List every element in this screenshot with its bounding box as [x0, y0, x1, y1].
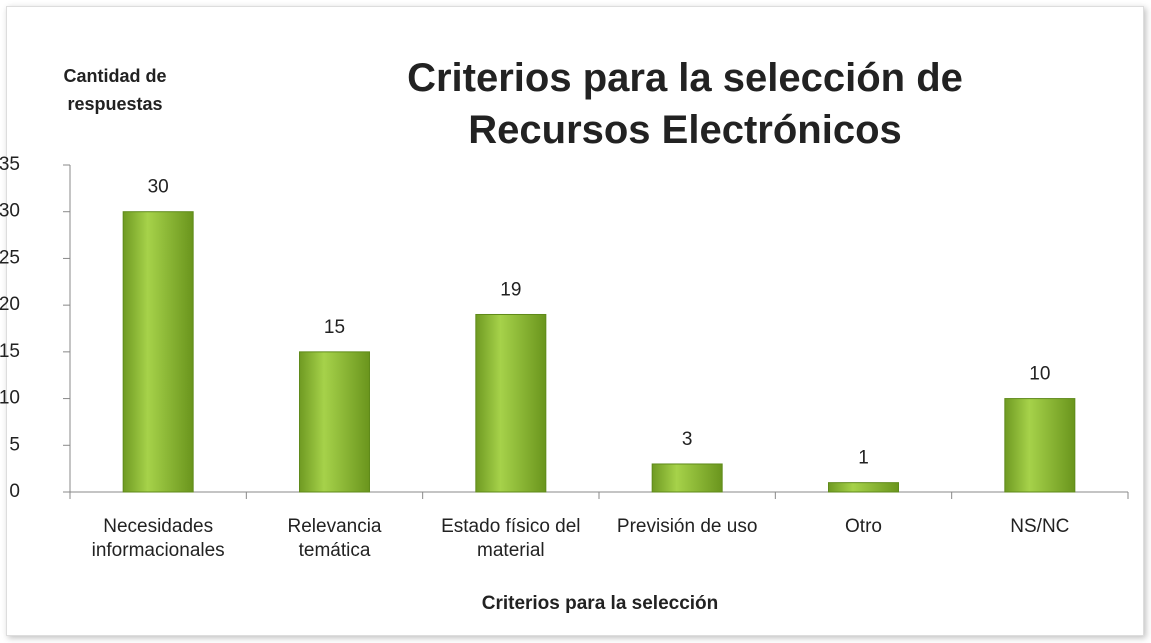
x-tick-label: Previsión de uso	[616, 516, 758, 537]
y-tick-label: 30	[0, 201, 20, 222]
value-label: 3	[682, 429, 693, 450]
value-label: 19	[500, 280, 521, 301]
x-tick-label: NS/NC	[1010, 516, 1070, 537]
bar	[1004, 398, 1076, 493]
y-axis-label: Cantidad de respuestas	[63, 66, 167, 114]
chart-frame	[6, 6, 1144, 636]
bar	[299, 351, 370, 493]
x-tick-label: Estado físico del material	[441, 516, 581, 561]
value-label: 1	[858, 448, 869, 469]
y-tick-label: 5	[9, 434, 20, 455]
value-label: 10	[1029, 364, 1050, 385]
y-tick-label: 10	[0, 388, 20, 409]
x-tick-label: Otro	[845, 516, 882, 537]
x-tick-label: Necesidades informacionales	[91, 516, 225, 561]
y-tick-label: 20	[0, 294, 20, 315]
x-tick-label: Relevancia temática	[287, 516, 382, 561]
y-tick-label: 0	[9, 481, 20, 502]
y-tick-label: 25	[0, 247, 20, 268]
y-tick-label: 35	[0, 154, 20, 175]
x-axis-label: Criterios para la selección	[481, 593, 719, 614]
bar	[475, 313, 547, 493]
bar	[651, 463, 723, 493]
bar	[122, 211, 194, 493]
value-label: 30	[148, 177, 169, 198]
bar	[828, 482, 899, 493]
y-tick-label: 15	[0, 341, 20, 362]
value-label: 15	[324, 317, 345, 338]
chart-title: Criterios para la selección de Recursos …	[407, 56, 963, 152]
